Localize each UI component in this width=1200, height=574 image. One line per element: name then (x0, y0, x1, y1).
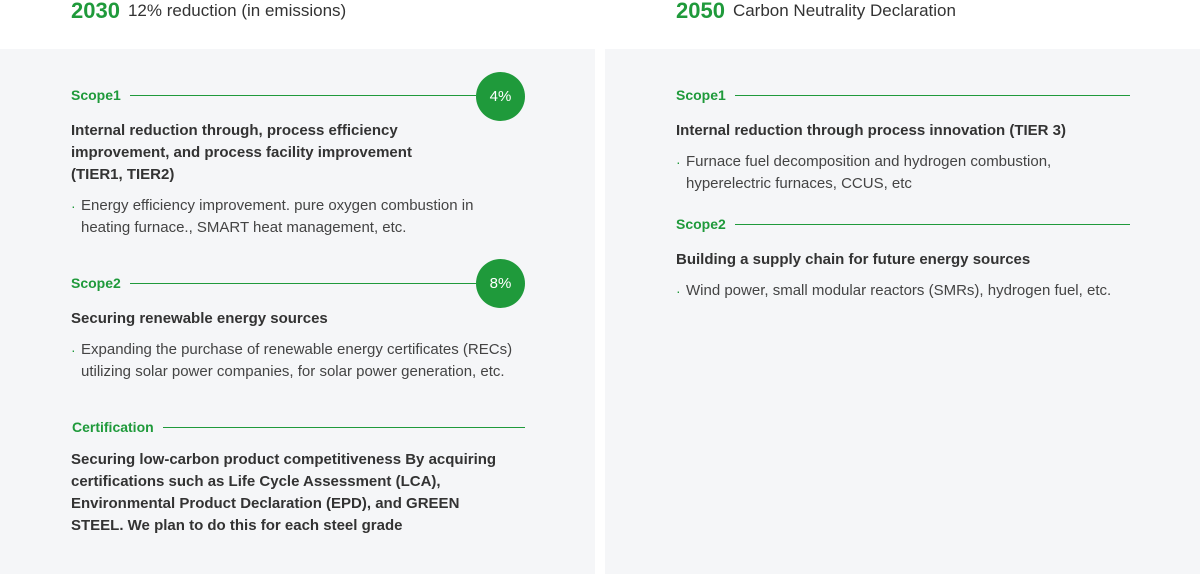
divider-line (129, 282, 476, 284)
scope2-title: Building a supply chain for future energ… (676, 251, 1031, 268)
scope-label: Scope1 (676, 87, 726, 103)
bullet-text: Furnace fuel decomposition and hydrogen … (686, 153, 1052, 192)
scope2-heading: Scope2 (71, 275, 476, 291)
scope2-heading: Scope2 (676, 216, 1130, 232)
panel-2030: Scope1 4% Internal reduction through, pr… (0, 49, 595, 574)
divider-line (734, 223, 1130, 225)
certification-label: Certification (72, 419, 154, 435)
bullet-text: Expanding the purchase of renewable ener… (81, 341, 513, 380)
scope2-title: Securing renewable energy sources (71, 310, 328, 327)
bullet-dot-icon: · (71, 198, 76, 214)
bullet-dot-icon: · (676, 154, 681, 170)
roadmap-2030: 2030 12% reduction (in emissions) Scope1… (0, 0, 595, 574)
scope-label: Scope2 (676, 216, 726, 232)
divider-line (162, 426, 525, 428)
headline: 12% reduction (in emissions) (127, 1, 347, 20)
year-label: 2050 (676, 0, 725, 23)
scope-label: Scope2 (71, 275, 121, 291)
scope1-bullet: · Energy efficiency improvement. pure ox… (71, 195, 501, 239)
header-2050: 2050 Carbon Neutrality Declaration (605, 0, 1200, 49)
scope1-percent-badge: 4% (476, 72, 525, 121)
bullet-dot-icon: · (676, 283, 681, 299)
bullet-dot-icon: · (71, 342, 76, 358)
scope1-heading: Scope1 (71, 87, 476, 103)
scope2-percent-badge: 8% (476, 259, 525, 308)
scope1-title: Internal reduction through, process effi… (71, 122, 412, 183)
scope1-title: Internal reduction through process innov… (676, 122, 1067, 139)
panel-2050: Scope1 Internal reduction through proces… (605, 49, 1200, 574)
divider-line (734, 94, 1130, 96)
scope1-heading: Scope1 (676, 87, 1130, 103)
certification-title: Securing low-carbon product competitiven… (71, 451, 497, 534)
certification-heading: Certification (72, 419, 525, 435)
divider-line (129, 94, 476, 96)
year-label: 2030 (71, 0, 120, 23)
scope1-bullet: · Furnace fuel decomposition and hydroge… (676, 151, 1096, 195)
header-2030: 2030 12% reduction (in emissions) (0, 0, 595, 49)
roadmap-2050: 2050 Carbon Neutrality Declaration Scope… (605, 0, 1200, 574)
bullet-text: Energy efficiency improvement. pure oxyg… (81, 197, 474, 236)
scope-label: Scope1 (71, 87, 121, 103)
scope2-bullet: · Expanding the purchase of renewable en… (71, 339, 525, 383)
bullet-text: Wind power, small modular reactors (SMRs… (686, 282, 1112, 299)
headline: Carbon Neutrality Declaration (732, 1, 956, 20)
scope2-bullet: · Wind power, small modular reactors (SM… (676, 280, 1146, 302)
